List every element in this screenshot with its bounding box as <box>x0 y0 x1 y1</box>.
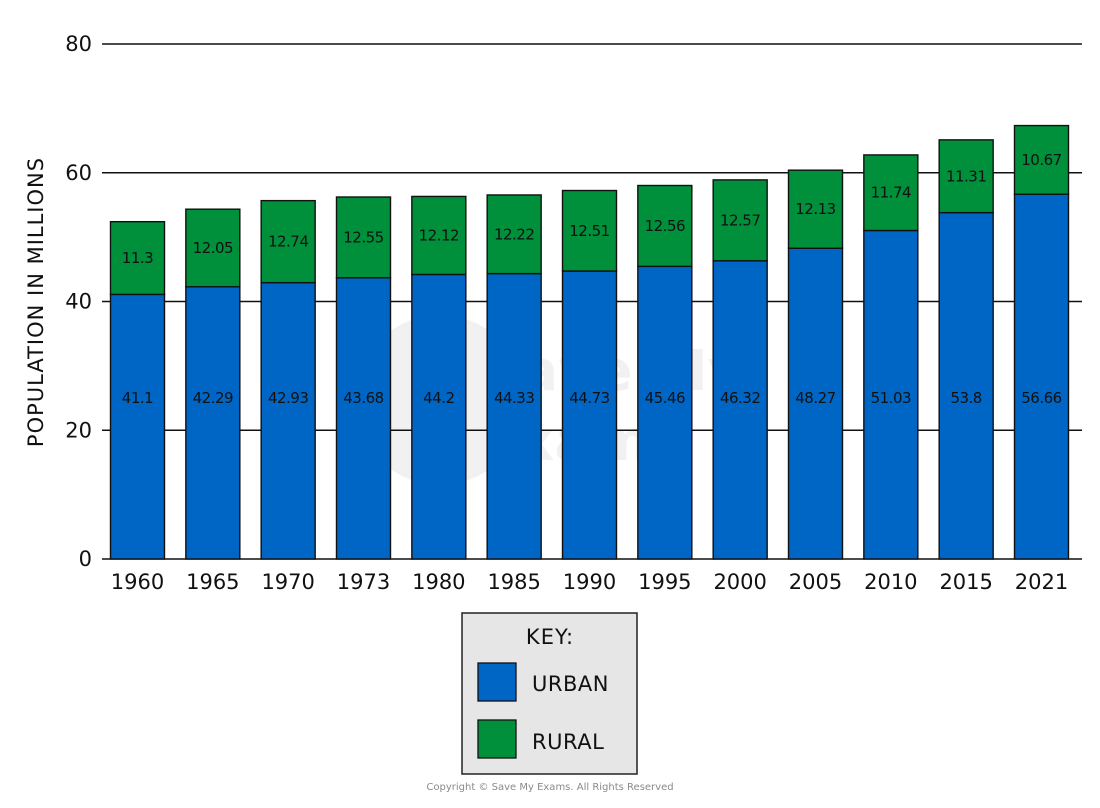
y-tick-label-40: 40 <box>65 290 92 314</box>
data-label-rural-1980: 12.12 <box>419 226 459 244</box>
data-label-urban-1965: 42.29 <box>193 389 233 407</box>
bar-rural-2005 <box>787 169 844 249</box>
data-label-rural-2021: 10.67 <box>1021 151 1061 169</box>
bar-urban-2000 <box>712 260 768 560</box>
bar-urban-2005 <box>787 247 844 560</box>
bar-urban-2021 <box>1013 193 1070 560</box>
y-axis-ticks: 0 20 40 60 80 <box>65 32 92 571</box>
legend-label-rural: RURAL <box>532 730 604 754</box>
y-tick-label-80: 80 <box>65 32 92 56</box>
bar-rural-2015 <box>938 139 994 214</box>
bar-rural-2010 <box>863 154 919 232</box>
bar-rural-2021 <box>1013 124 1070 195</box>
data-label-rural-1973: 12.55 <box>343 228 383 246</box>
data-label-urban-1980: 44.2 <box>423 389 454 407</box>
x-tick-label-2010: 2010 <box>864 570 917 594</box>
data-label-rural-1970: 12.74 <box>268 233 308 251</box>
data-label-rural-2010: 11.74 <box>871 184 911 202</box>
data-label-rural-1985: 12.22 <box>494 225 534 243</box>
x-axis-ticks: 1960 1965 1970 1973 1980 1985 1990 1995 2000 2005… <box>111 570 1068 594</box>
bar-rural-1985 <box>486 194 542 275</box>
x-tick-label-1985: 1985 <box>487 570 540 594</box>
bar-urban-1965 <box>185 286 241 560</box>
bar-urban-1985 <box>486 272 542 560</box>
data-label-rural-1990: 12.51 <box>569 222 609 240</box>
x-tick-label-1965: 1965 <box>186 570 239 594</box>
bar-urban-1980 <box>411 273 467 560</box>
bar-urban-2015 <box>938 211 994 560</box>
bars: 41.1 11.3 42.29 12.05 42.93 12.74 43.68 12.55 44… <box>109 124 1070 560</box>
bar-rural-1995 <box>637 184 693 268</box>
data-label-rural-2000: 12.57 <box>720 211 760 229</box>
data-label-urban-2010: 51.03 <box>871 389 911 407</box>
bar-urban-1960 <box>109 293 166 560</box>
bar-urban-1990 <box>561 270 618 560</box>
x-tick-label-2000: 2000 <box>713 570 766 594</box>
x-tick-label-2021: 2021 <box>1015 570 1068 594</box>
data-label-rural-1965: 12.05 <box>193 239 233 257</box>
data-label-urban-1990: 44.73 <box>569 389 609 407</box>
y-tick-label-0: 0 <box>79 547 92 571</box>
legend-title: KEY: <box>526 625 574 649</box>
data-label-urban-1985: 44.33 <box>494 389 534 407</box>
y-axis-label: POPULATION IN MILLIONS <box>24 157 48 447</box>
bar-urban-1995 <box>637 265 693 560</box>
y-tick-label-60: 60 <box>65 161 92 185</box>
x-tick-label-2005: 2005 <box>789 570 842 594</box>
bar-rural-1965 <box>185 208 241 288</box>
y-tick-label-20: 20 <box>65 418 92 442</box>
bar-urban-1970 <box>260 281 316 560</box>
x-tick-label-1995: 1995 <box>638 570 691 594</box>
data-label-rural-2015: 11.31 <box>946 167 986 185</box>
x-tick-label-1973: 1973 <box>337 570 390 594</box>
x-tick-label-1970: 1970 <box>261 570 314 594</box>
bar-rural-1970 <box>260 199 316 284</box>
legend: KEY: URBAN RURAL <box>461 612 638 775</box>
x-tick-label-2015: 2015 <box>939 570 992 594</box>
bar-rural-1990 <box>561 189 618 272</box>
data-label-urban-2021: 56.66 <box>1021 389 1061 407</box>
data-label-rural-2005: 12.13 <box>795 200 835 218</box>
legend-swatch-urban <box>477 662 517 702</box>
legend-swatch-rural <box>477 719 517 759</box>
x-tick-label-1980: 1980 <box>412 570 465 594</box>
x-tick-label-1960: 1960 <box>111 570 164 594</box>
data-label-urban-2015: 53.8 <box>950 389 981 407</box>
data-label-urban-2005: 48.27 <box>795 389 835 407</box>
bar-urban-1973 <box>335 277 392 560</box>
x-tick-label-1990: 1990 <box>563 570 616 594</box>
data-label-urban-1995: 45.46 <box>645 389 685 407</box>
bar-rural-1973 <box>335 196 392 279</box>
data-label-rural-1960: 11.3 <box>122 249 153 267</box>
bar-rural-1960 <box>109 220 166 296</box>
data-label-urban-1973: 43.68 <box>343 389 383 407</box>
data-label-urban-1960: 41.1 <box>122 389 153 407</box>
data-label-urban-1970: 42.93 <box>268 389 308 407</box>
data-label-urban-2000: 46.32 <box>720 389 760 407</box>
data-label-rural-1995: 12.56 <box>645 217 685 235</box>
bar-rural-1980 <box>411 195 467 276</box>
copyright-notice: Copyright © Save My Exams. All Rights Re… <box>426 782 674 793</box>
bar-rural-2000 <box>712 179 768 262</box>
legend-label-urban: URBAN <box>532 672 609 696</box>
